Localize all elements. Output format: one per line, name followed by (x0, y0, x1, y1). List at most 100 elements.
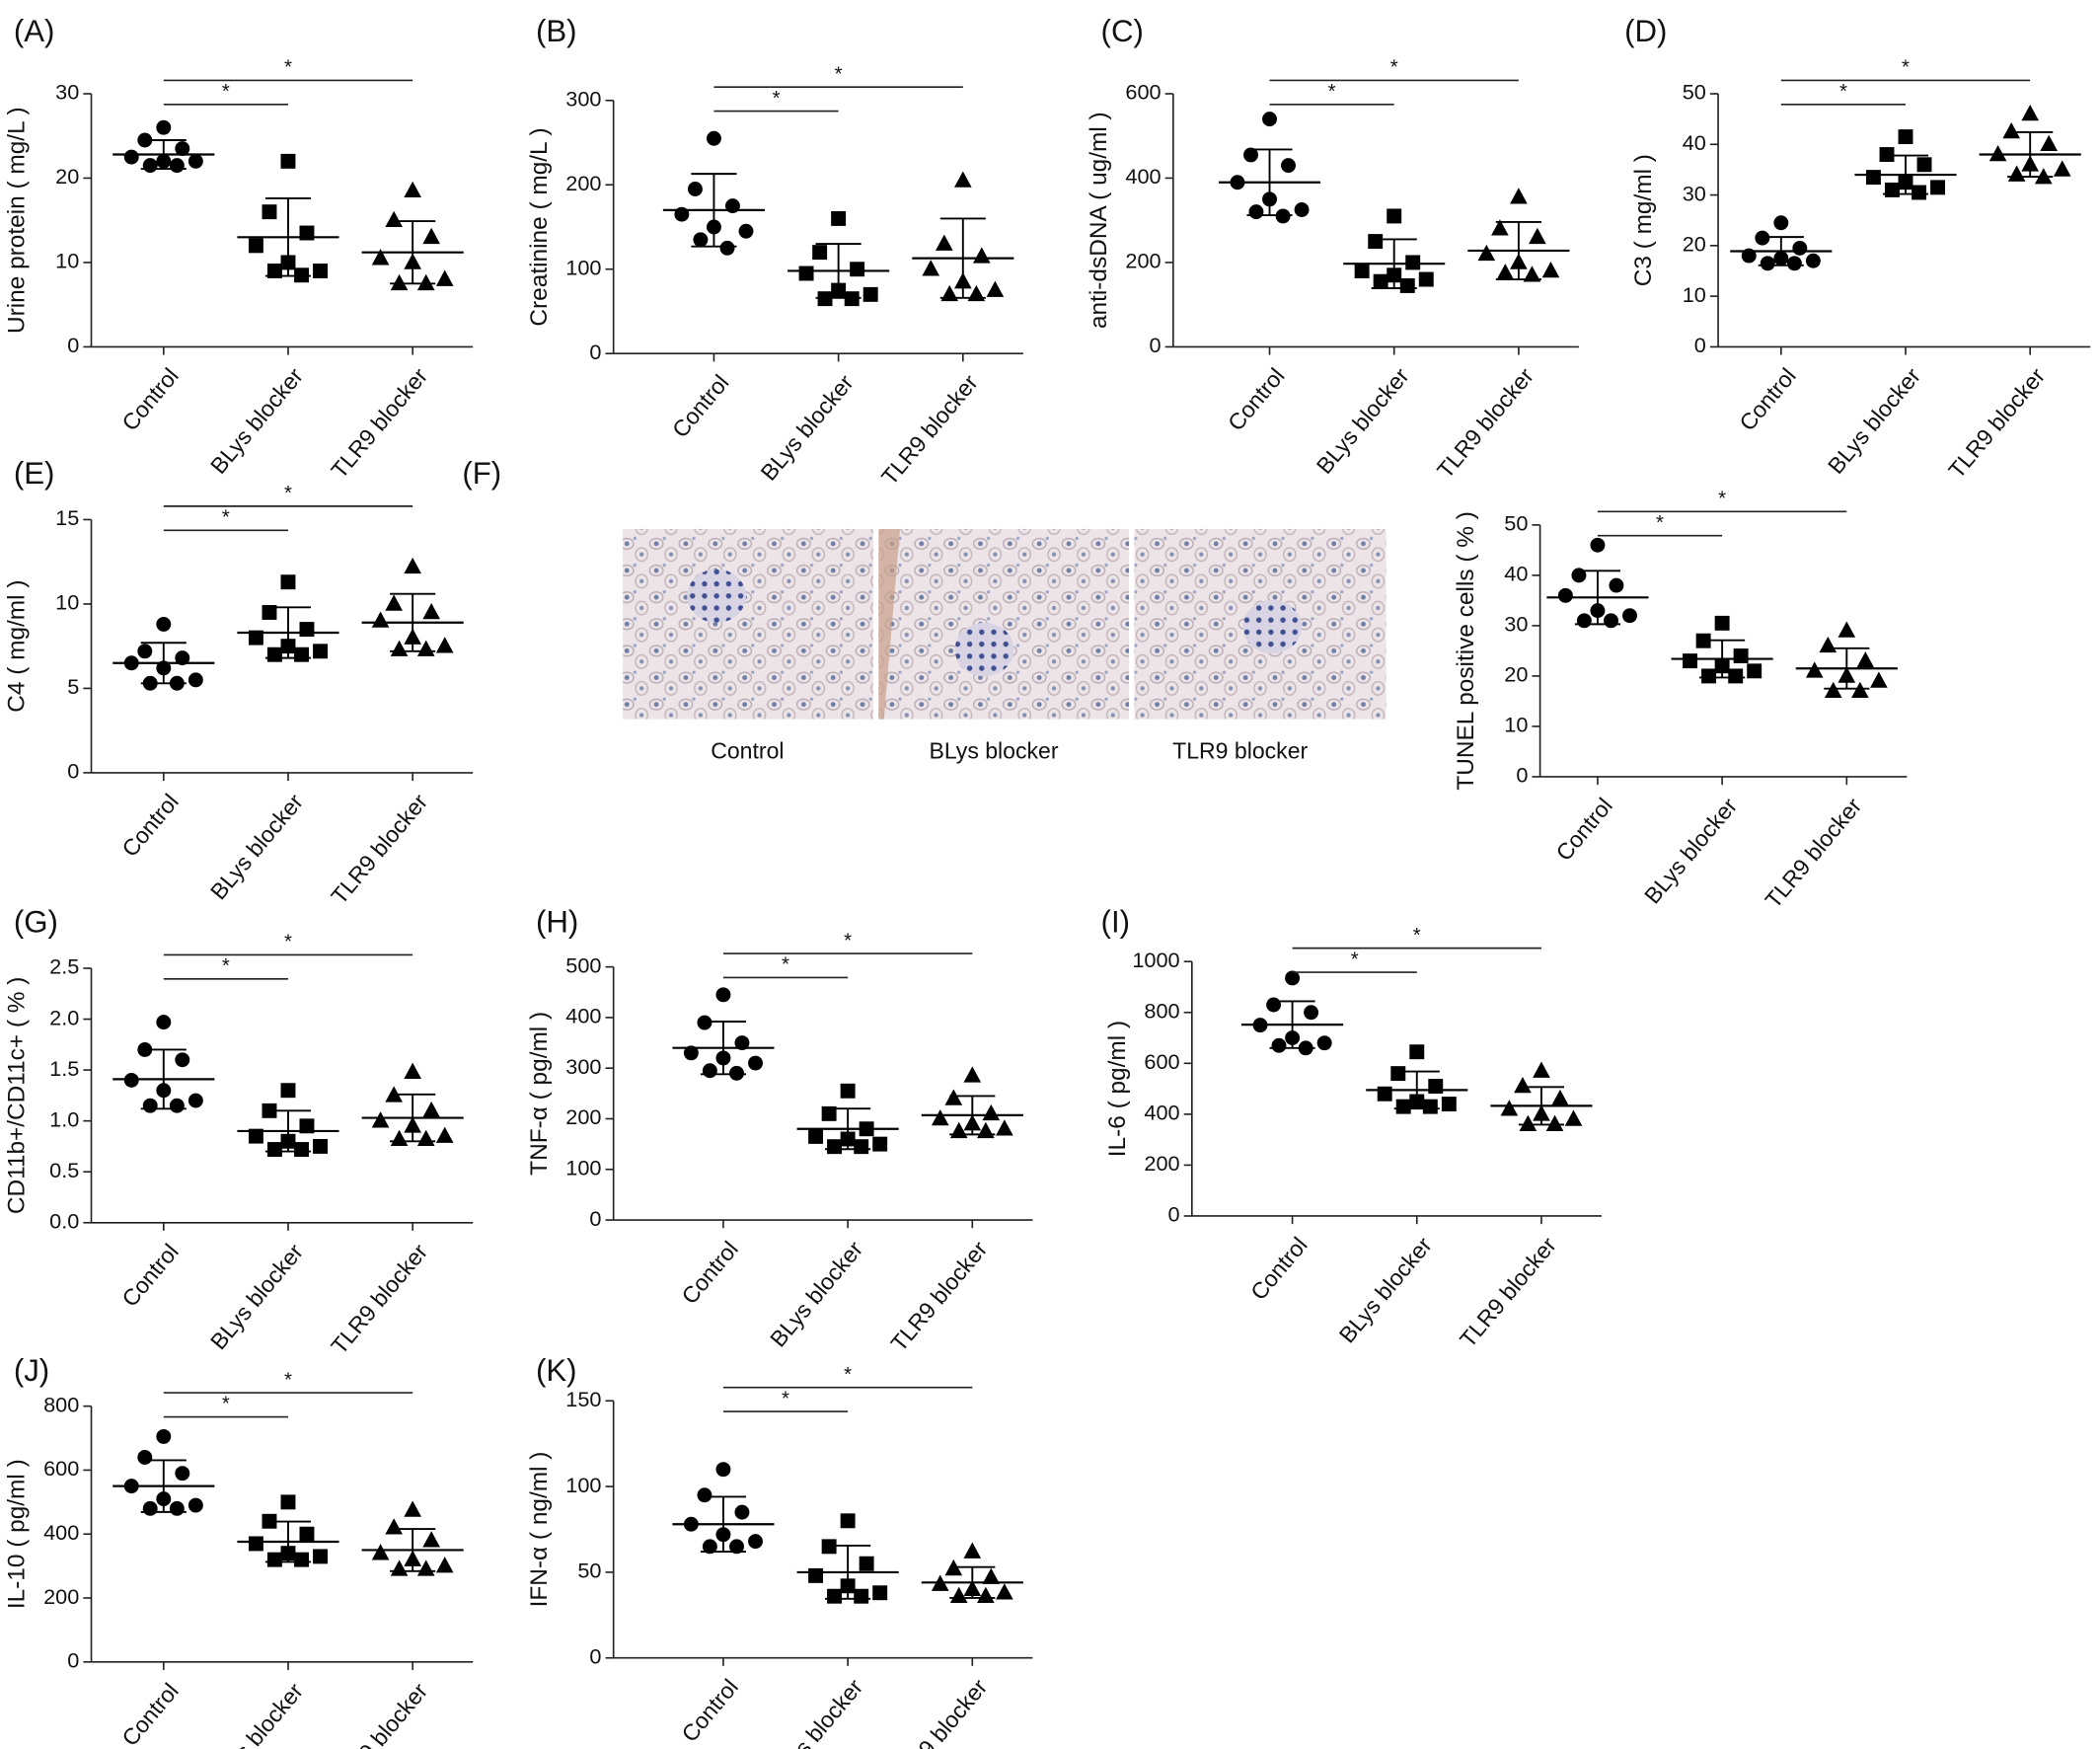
data-point (996, 1119, 1013, 1136)
data-point (922, 260, 940, 276)
y-tick-label: 10 (55, 590, 79, 615)
data-point (1760, 256, 1775, 271)
data-point (1916, 157, 1932, 173)
x-tick-label: TLR9 blocker (1943, 363, 2050, 484)
data-point (972, 247, 991, 264)
x-tick-label: BLys blocker (1334, 1232, 1437, 1347)
data-point (949, 1586, 968, 1603)
data-point (142, 158, 158, 174)
data-point (687, 182, 703, 196)
significance-label: * (1902, 57, 1910, 79)
data-point (1409, 1044, 1425, 1060)
data-point (1304, 1005, 1319, 1021)
significance-label: * (1656, 512, 1664, 534)
significance-label: * (844, 1364, 852, 1386)
data-point (748, 1055, 763, 1071)
micrograph-caption: BLys blocker (929, 738, 1058, 764)
data-point (188, 672, 203, 688)
data-point (1884, 182, 1900, 197)
y-tick-label: 200 (1144, 1151, 1179, 1176)
data-point (840, 1513, 856, 1529)
y-tick-label: 20 (1504, 662, 1528, 687)
x-tick-label: TLR9 blocker (326, 363, 432, 484)
y-tick-label: 40 (1683, 130, 1706, 155)
y-tick-label: 600 (43, 1456, 79, 1481)
data-point (1805, 253, 1821, 268)
data-point (1541, 261, 1560, 278)
data-point (1266, 997, 1282, 1013)
y-tick-label: 10 (55, 249, 79, 273)
data-point (1683, 653, 1698, 669)
y-tick-label: 200 (43, 1584, 79, 1609)
data-point (1510, 188, 1528, 204)
data-point (294, 1552, 310, 1567)
y-tick-label: 400 (1125, 164, 1161, 189)
y-axis-label: IFN-α ( ng/ml ) (526, 1452, 553, 1608)
y-tick-label: 100 (565, 1156, 601, 1180)
data-point (748, 1534, 763, 1550)
data-point (1733, 648, 1749, 663)
data-point (1819, 636, 1838, 653)
data-point (266, 1552, 282, 1567)
y-axis-label: C3 ( mg/ml ) (1630, 154, 1657, 286)
significance-label: * (773, 88, 781, 110)
data-point (175, 1052, 190, 1068)
significance-label: * (284, 932, 292, 953)
x-tick-label: TLR9 blocker (326, 1678, 432, 1749)
data-point (169, 158, 185, 174)
x-tick-label: Control (116, 1678, 184, 1749)
data-point (996, 1583, 1013, 1600)
data-point (702, 1539, 717, 1555)
significance-label: * (222, 955, 230, 977)
data-point (299, 1526, 315, 1542)
data-point (1564, 1109, 1583, 1126)
data-point (299, 622, 315, 638)
data-point (1714, 615, 1730, 631)
x-tick-label: TLR9 blocker (885, 1674, 992, 1749)
y-tick-label: 0 (1694, 333, 1706, 357)
data-point (850, 262, 865, 277)
data-point (390, 640, 409, 656)
y-tick-label: 1.5 (49, 1056, 79, 1081)
significance-label: * (1839, 81, 1847, 103)
data-point (715, 987, 731, 1003)
data-point (1387, 208, 1402, 224)
data-point (1377, 1086, 1392, 1102)
data-point (188, 1093, 203, 1108)
y-tick-label: 300 (565, 86, 601, 111)
data-point (123, 149, 139, 165)
data-point (872, 1585, 888, 1601)
data-point (1405, 255, 1421, 270)
data-point (1399, 277, 1415, 293)
data-point (2007, 165, 2026, 182)
x-tick-label: BLys blocker (756, 369, 859, 485)
micrograph (623, 528, 873, 720)
data-point (1824, 681, 1842, 699)
x-tick-label: Control (676, 1236, 743, 1309)
micrograph-caption: TLR9 blocker (1172, 738, 1308, 764)
data-point (313, 264, 328, 278)
data-point (859, 1556, 874, 1571)
x-tick-label: Control (667, 370, 734, 443)
y-tick-label: 0 (67, 759, 79, 784)
data-point (248, 630, 263, 646)
data-point (1271, 1037, 1287, 1053)
glomerulus (687, 569, 747, 623)
y-tick-label: 800 (43, 1392, 79, 1416)
data-point (1773, 215, 1789, 231)
significance-label: * (222, 81, 230, 103)
y-tick-label: 0 (1168, 1202, 1180, 1227)
data-point (1418, 271, 1434, 287)
data-point (1701, 668, 1717, 684)
data-point (734, 1504, 750, 1520)
data-point (142, 1500, 158, 1516)
data-point (313, 1549, 328, 1564)
data-point (1354, 264, 1370, 278)
y-tick-label: 50 (577, 1559, 601, 1583)
data-point (142, 1098, 158, 1113)
y-tick-label: 30 (1683, 181, 1706, 205)
data-point (416, 273, 435, 291)
y-tick-label: 1000 (1132, 948, 1179, 972)
y-tick-label: 40 (1504, 562, 1528, 586)
data-point (872, 1136, 888, 1152)
